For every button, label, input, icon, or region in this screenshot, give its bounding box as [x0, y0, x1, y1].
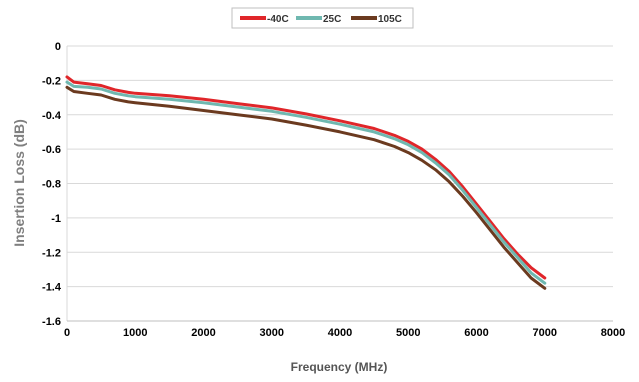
y-tick-label: -1.4 — [42, 282, 62, 294]
y-tick-label: -0.2 — [42, 75, 61, 87]
series-line-105c — [65, 85, 547, 290]
x-tick-label: 0 — [64, 327, 70, 339]
x-tick-label: 3000 — [260, 327, 284, 339]
y-tick-label: -0.6 — [42, 144, 61, 156]
x-tick-label: 6000 — [464, 327, 488, 339]
series-line-25c — [65, 80, 547, 285]
x-tick-label: 2000 — [191, 327, 215, 339]
y-tick-label: -0.4 — [42, 110, 62, 122]
series-lines — [65, 75, 547, 290]
legend-label: 105C — [378, 14, 402, 25]
legend-box — [231, 7, 414, 29]
y-tick-label: 0 — [55, 41, 61, 53]
legend-label: -40C — [267, 14, 289, 25]
x-tick-label: 1000 — [123, 327, 147, 339]
x-axis-title: Frequency (MHz) — [291, 360, 388, 374]
x-tick-label: 5000 — [396, 327, 420, 339]
legend-label: 25C — [323, 14, 341, 25]
y-tick-label: -0.8 — [42, 179, 61, 191]
x-tick-label: 8000 — [601, 327, 625, 339]
series-line--40c — [65, 75, 547, 280]
y-tick-label: -1.6 — [42, 316, 61, 328]
x-tick-label: 4000 — [328, 327, 352, 339]
axes — [66, 46, 613, 322]
y-tick-label: -1 — [51, 213, 61, 225]
y-axis-title: Insertion Loss (dB) — [11, 119, 27, 247]
tick-labels: 0-0.2-0.4-0.6-0.8-1-1.2-1.4-1.60 1000 2000… — [42, 41, 625, 339]
x-tick-label: 7000 — [533, 327, 557, 339]
y-tick-label: -1.2 — [42, 247, 61, 259]
legend: -40C 25C 105C — [231, 7, 414, 29]
